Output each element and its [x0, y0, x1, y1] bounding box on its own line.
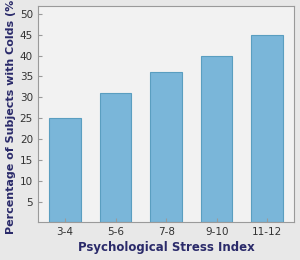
X-axis label: Psychological Stress Index: Psychological Stress Index: [78, 242, 254, 255]
Y-axis label: Percentage of Subjects with Colds (%): Percentage of Subjects with Colds (%): [6, 0, 16, 234]
Bar: [251, 35, 283, 222]
Bar: [201, 56, 232, 222]
Bar: [151, 72, 182, 222]
Bar: [50, 118, 81, 222]
Bar: [100, 93, 131, 222]
